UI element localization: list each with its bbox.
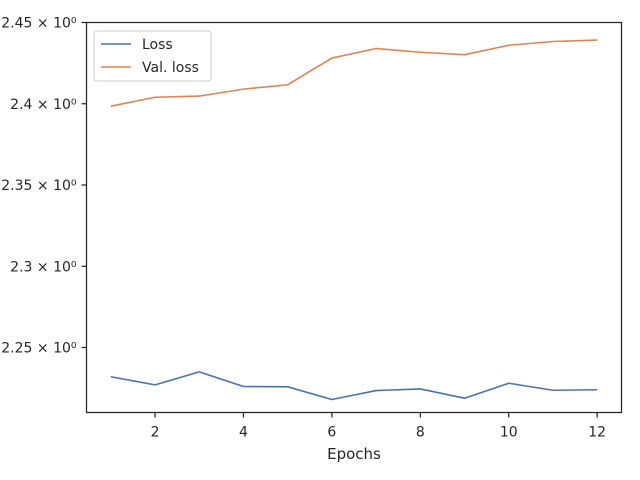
series-lines	[110, 39, 598, 401]
x-tick-label: 12	[588, 425, 606, 441]
x-tick-label: 6	[327, 425, 336, 441]
legend-entry-loss: Loss	[142, 37, 173, 53]
x-axis-label: Epochs	[327, 445, 381, 463]
x-tick-label: 2	[151, 425, 160, 441]
plot-frame	[85, 21, 623, 414]
x-tick-label: 10	[500, 425, 518, 441]
y-tick-label: 2.3 × 10⁰	[10, 259, 77, 275]
ticks: 2 4 6 8 10 12 2.25 × 10⁰ 2.3 × 10⁰ 2.35 × 10⁰ 2.4…	[1, 16, 606, 441]
series-line-loss	[110, 371, 598, 401]
legend-entry-val-loss: Val. loss	[142, 60, 199, 76]
y-tick-label: 2.35 × 10⁰	[1, 178, 77, 194]
y-tick-label: 2.25 × 10⁰	[1, 341, 77, 357]
y-tick-label: 2.4 × 10⁰	[10, 97, 77, 113]
x-tick-label: 8	[416, 425, 425, 441]
legend: Loss Val. loss	[93, 30, 212, 82]
x-tick-label: 4	[239, 425, 248, 441]
y-tick-label: 2.45 × 10⁰	[1, 16, 77, 32]
series-line-val-loss	[110, 39, 598, 107]
